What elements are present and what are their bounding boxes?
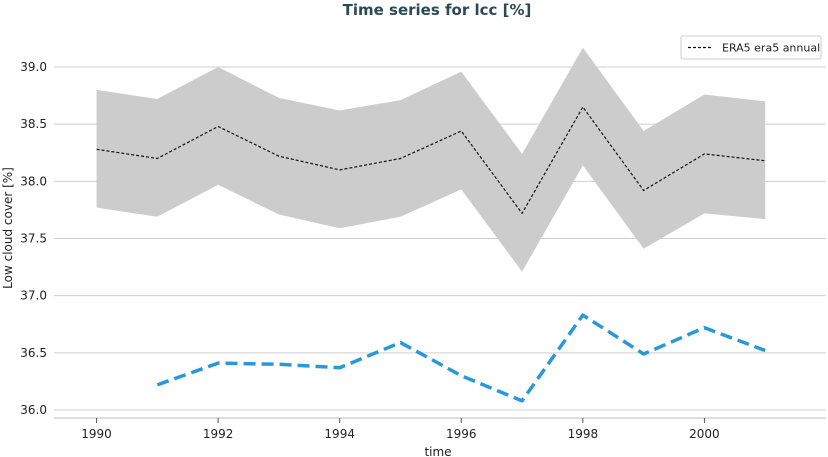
y-tick-label: 39.0: [20, 60, 47, 74]
uncertainty-band: [96, 47, 766, 272]
legend-box: [680, 35, 822, 60]
ensemble-band: [96, 47, 766, 272]
x-ticks: 1990 1992 1994 1996 1998 2000: [81, 418, 720, 441]
model-series-line: [156, 313, 766, 403]
y-tick-label: 38.5: [20, 117, 47, 131]
series-lines: [96, 106, 766, 403]
y-tick-label: 36.5: [20, 346, 47, 360]
x-tick-label: 2000: [689, 427, 720, 441]
chart-title: Time series for lcc [%]: [343, 1, 532, 19]
x-axis-label: time: [424, 445, 451, 457]
x-tick-label: 1996: [446, 427, 477, 441]
y-tick-label: 38.0: [20, 174, 47, 188]
y-axis-label: Low cloud cover [%]: [1, 167, 15, 289]
y-tick-label: 36.0: [20, 403, 47, 417]
y-tick-label: 37.0: [20, 289, 47, 303]
x-tick-label: 1998: [568, 427, 599, 441]
legend-entry-label: ERA5 era5 annual: [722, 42, 820, 55]
x-tick-label: 1992: [203, 427, 234, 441]
era5-series-line: [96, 106, 766, 214]
legend: ERA5 era5 annual: [680, 35, 822, 60]
y-ticks: 36.0 36.5 37.0 37.5 38.0 38.5 39.0: [20, 60, 47, 417]
x-tick-label: 1994: [324, 427, 355, 441]
y-tick-label: 37.5: [20, 232, 47, 246]
x-tick-label: 1990: [81, 427, 112, 441]
